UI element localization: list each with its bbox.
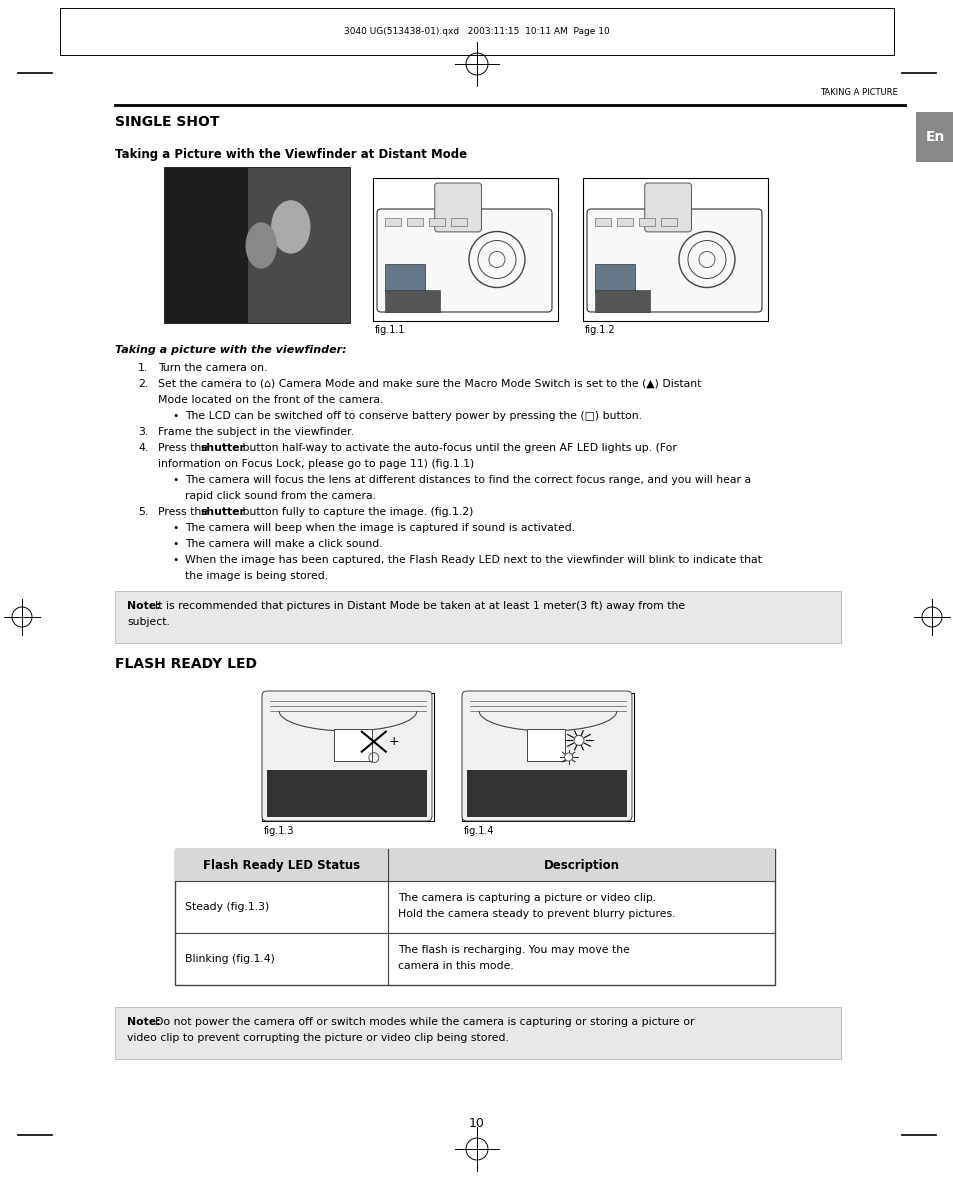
Text: Note:: Note:: [127, 1017, 160, 1027]
Bar: [595, 290, 649, 311]
Text: shutter: shutter: [201, 507, 246, 518]
FancyBboxPatch shape: [376, 209, 552, 312]
Text: rapid click sound from the camera.: rapid click sound from the camera.: [185, 491, 375, 501]
Bar: [115, 591, 841, 643]
Text: SINGLE SHOT: SINGLE SHOT: [115, 115, 219, 129]
Bar: [595, 218, 610, 226]
Bar: [115, 1007, 841, 1059]
Bar: [60, 8, 893, 55]
Text: fig.1.4: fig.1.4: [463, 826, 494, 836]
Circle shape: [564, 753, 572, 761]
Text: •: •: [172, 556, 178, 565]
Text: The camera will beep when the image is captured if sound is activated.: The camera will beep when the image is c…: [185, 523, 575, 533]
Bar: [617, 218, 633, 226]
Text: TAKING A PICTURE: TAKING A PICTURE: [820, 88, 897, 97]
Text: •: •: [172, 475, 178, 485]
Text: Hold the camera steady to prevent blurry pictures.: Hold the camera steady to prevent blurry…: [397, 909, 675, 919]
Text: The camera will focus the lens at different distances to find the correct focus : The camera will focus the lens at differ…: [185, 475, 750, 485]
Text: •: •: [172, 523, 178, 533]
Text: 1.: 1.: [138, 363, 148, 373]
Text: Taking a Picture with the Viewfinder at Distant Mode: Taking a Picture with the Viewfinder at …: [115, 148, 467, 161]
Text: fig.1.2: fig.1.2: [584, 325, 615, 335]
Text: subject.: subject.: [127, 617, 170, 627]
Circle shape: [574, 736, 583, 745]
Bar: [334, 729, 372, 761]
Text: Description: Description: [543, 858, 618, 871]
Text: 2.: 2.: [138, 379, 148, 389]
Text: +: +: [389, 735, 399, 748]
Text: information on Focus Lock, please go to page 11) (fig.1.1): information on Focus Lock, please go to …: [158, 459, 474, 469]
Bar: [467, 770, 626, 817]
Text: FLASH READY LED: FLASH READY LED: [115, 656, 256, 671]
Bar: [429, 218, 444, 226]
FancyBboxPatch shape: [586, 209, 761, 312]
Bar: [385, 264, 424, 292]
Ellipse shape: [246, 223, 276, 268]
Text: Blinking (fig.1.4): Blinking (fig.1.4): [185, 954, 274, 964]
Bar: [407, 218, 422, 226]
Text: Note:: Note:: [127, 601, 160, 611]
Bar: [660, 218, 677, 226]
Bar: [527, 729, 565, 761]
Text: It is recommended that pictures in Distant Mode be taken at at least 1 meter(3 f: It is recommended that pictures in Dista…: [154, 601, 684, 611]
Text: button fully to capture the image. (fig.1.2): button fully to capture the image. (fig.…: [239, 507, 473, 518]
Text: Set the camera to (⌂) Camera Mode and make sure the Macro Mode Switch is set to : Set the camera to (⌂) Camera Mode and ma…: [158, 379, 700, 389]
Bar: [174, 849, 774, 985]
Text: The camera is capturing a picture or video clip.: The camera is capturing a picture or vid…: [397, 893, 656, 903]
Text: Press the: Press the: [158, 443, 212, 453]
Text: The LCD can be switched off to conserve battery power by pressing the (□) button: The LCD can be switched off to conserve …: [185, 411, 641, 421]
Text: Press the: Press the: [158, 507, 212, 518]
Text: •: •: [172, 539, 178, 550]
Text: En: En: [924, 131, 943, 144]
Text: Flash Ready LED Status: Flash Ready LED Status: [203, 858, 359, 871]
Text: The camera will make a click sound.: The camera will make a click sound.: [185, 539, 382, 550]
Text: Turn the camera on.: Turn the camera on.: [158, 363, 267, 373]
Text: fig.1.1: fig.1.1: [375, 325, 405, 335]
Bar: [262, 693, 434, 821]
Text: •: •: [172, 411, 178, 421]
Bar: [165, 169, 350, 323]
Text: 3040 UG(513438-01).qxd   2003:11:15  10:11 AM  Page 10: 3040 UG(513438-01).qxd 2003:11:15 10:11 …: [344, 26, 609, 36]
Text: When the image has been captured, the Flash Ready LED next to the viewfinder wil: When the image has been captured, the Fl…: [185, 556, 761, 565]
Text: The flash is recharging. You may move the: The flash is recharging. You may move th…: [397, 945, 629, 956]
FancyBboxPatch shape: [262, 691, 432, 821]
Bar: [267, 770, 427, 817]
Bar: [595, 264, 635, 292]
FancyBboxPatch shape: [435, 183, 481, 231]
Bar: [165, 169, 267, 323]
Bar: [174, 849, 774, 881]
Text: Frame the subject in the viewfinder.: Frame the subject in the viewfinder.: [158, 427, 354, 437]
Text: Mode located on the front of the camera.: Mode located on the front of the camera.: [158, 395, 383, 405]
Text: Do not power the camera off or switch modes while the camera is capturing or sto: Do not power the camera off or switch mo…: [154, 1017, 694, 1027]
Text: shutter: shutter: [201, 443, 246, 453]
Bar: [373, 178, 558, 320]
Text: 3.: 3.: [138, 427, 148, 437]
Bar: [639, 218, 655, 226]
Text: camera in this mode.: camera in this mode.: [397, 961, 514, 971]
Text: video clip to prevent corrupting the picture or video clip being stored.: video clip to prevent corrupting the pic…: [127, 1033, 508, 1043]
Text: 5.: 5.: [138, 507, 148, 518]
Bar: [451, 218, 467, 226]
Ellipse shape: [272, 201, 310, 253]
Text: Steady (fig.1.3): Steady (fig.1.3): [185, 902, 269, 912]
Bar: [385, 290, 439, 311]
Text: the image is being stored.: the image is being stored.: [185, 571, 328, 580]
Bar: [582, 178, 767, 320]
Text: button half-way to activate the auto-focus until the green AF LED lights up. (Fo: button half-way to activate the auto-foc…: [239, 443, 677, 453]
Bar: [385, 218, 400, 226]
Text: 4.: 4.: [138, 443, 148, 453]
Bar: [915, 112, 953, 161]
Text: Taking a picture with the viewfinder:: Taking a picture with the viewfinder:: [115, 345, 346, 355]
Text: 10: 10: [469, 1117, 484, 1130]
Bar: [248, 169, 350, 323]
Text: fig.1.3: fig.1.3: [264, 826, 294, 836]
FancyBboxPatch shape: [644, 183, 691, 231]
FancyBboxPatch shape: [461, 691, 631, 821]
Bar: [461, 693, 634, 821]
